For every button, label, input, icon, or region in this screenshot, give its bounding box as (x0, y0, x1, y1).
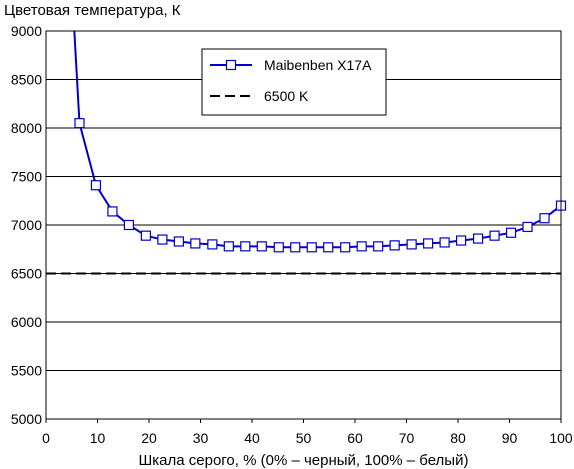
ticks: 5000 5500 6000 6500 7000 7500 8000 8500 9000 0 10 2… (11, 23, 573, 446)
series-maibenben-marker (190, 238, 201, 249)
legend: Maibenben X17A 6500 K (201, 48, 387, 116)
y-tick-label: 7500 (11, 169, 42, 185)
series-maibenben-marker (290, 242, 301, 253)
series-maibenben-marker (406, 239, 417, 250)
series-maibenben-marker (472, 233, 484, 244)
x-tick-label: 50 (296, 430, 312, 446)
series-maibenben-marker (173, 236, 184, 247)
series-maibenben-marker (423, 238, 434, 249)
series-maibenben-marker (489, 230, 500, 241)
x-tick-label: 80 (450, 430, 466, 446)
y-tick-label: 5500 (11, 363, 42, 379)
y-tick-label: 6500 (11, 266, 42, 282)
series-maibenben-marker (223, 241, 234, 252)
legend-maibenben-label: Maibenben X17A (264, 57, 372, 73)
series-maibenben-marker (505, 227, 517, 238)
series-maibenben-marker (207, 239, 218, 250)
series-maibenben-marker (74, 118, 85, 129)
series-maibenben-marker (306, 242, 317, 253)
x-tick-label: 100 (549, 430, 573, 446)
y-tick-label: 8500 (11, 72, 42, 88)
plot-frame (45, 30, 562, 420)
series-maibenben-marker (256, 241, 267, 252)
y-tick-label: 8000 (11, 120, 42, 136)
series-maibenben-marker (439, 237, 450, 248)
series-maibenben-marker (123, 219, 135, 231)
y-tick-label: 5000 (11, 411, 42, 427)
x-tick-label: 10 (90, 430, 106, 446)
series-maibenben-marker (157, 234, 168, 245)
x-axis-title: Шкала серого, % (0% – черный, 100% – бел… (139, 452, 469, 469)
series-maibenben-marker (539, 213, 550, 224)
x-tick-label: 60 (347, 430, 363, 446)
legend-6500k-label: 6500 K (264, 88, 309, 104)
series-maibenben-marker (140, 230, 152, 241)
y-tick-label: 6000 (11, 314, 42, 330)
legend-maibenben-marker (225, 59, 237, 71)
y-axis-title: Цветовая температура, К (4, 2, 181, 19)
y-tick-label: 7000 (11, 217, 42, 233)
series-maibenben-marker (455, 235, 467, 246)
series-maibenben-marker (107, 206, 118, 217)
x-tick-label: 70 (399, 430, 415, 446)
series-maibenben-marker (340, 242, 351, 253)
x-tick-label: 20 (141, 430, 157, 446)
series-maibenben-marker (522, 221, 533, 233)
series-maibenben-marker (273, 242, 284, 253)
series-maibenben-marker (356, 241, 367, 252)
x-tick-label: 90 (502, 430, 518, 446)
x-tick-label: 30 (193, 430, 209, 446)
x-tick-label: 0 (42, 430, 50, 446)
series-maibenben-marker (90, 180, 102, 191)
series-maibenben-marker (240, 241, 251, 252)
series-maibenben-marker (373, 241, 384, 252)
series-maibenben-marker (323, 242, 334, 253)
y-tick-label: 9000 (11, 23, 42, 39)
x-tick-label: 40 (244, 430, 260, 446)
series-maibenben-marker (389, 240, 400, 251)
